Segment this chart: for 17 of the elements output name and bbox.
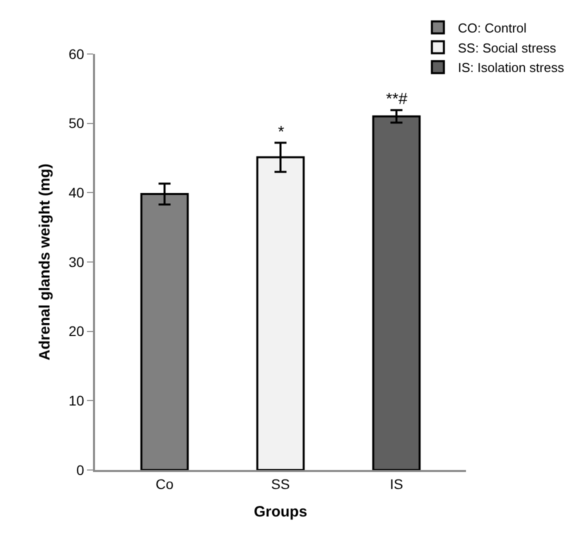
x-tick-label: SS bbox=[271, 476, 290, 492]
y-tick-label: 0 bbox=[76, 462, 84, 478]
y-tick-label: 30 bbox=[68, 254, 84, 270]
x-tick-label: Co bbox=[156, 476, 174, 492]
y-tick-label: 40 bbox=[68, 184, 84, 201]
legend-label: SS: Social stress bbox=[458, 40, 557, 56]
y-tick-label: 10 bbox=[68, 392, 84, 409]
legend-label: IS: Isolation stress bbox=[458, 60, 565, 76]
legend-label: CO: Control bbox=[458, 20, 527, 36]
x-tick-label: IS bbox=[390, 476, 404, 492]
y-tick-label: 50 bbox=[68, 115, 84, 132]
y-tick-label: 20 bbox=[68, 323, 84, 340]
y-axis-title: Adrenal glands weight (mg) bbox=[36, 164, 54, 360]
x-axis-title: Groups bbox=[254, 503, 308, 520]
y-tick-label: 60 bbox=[68, 46, 84, 62]
annotation: **# bbox=[386, 91, 408, 108]
annotation: * bbox=[278, 124, 284, 141]
